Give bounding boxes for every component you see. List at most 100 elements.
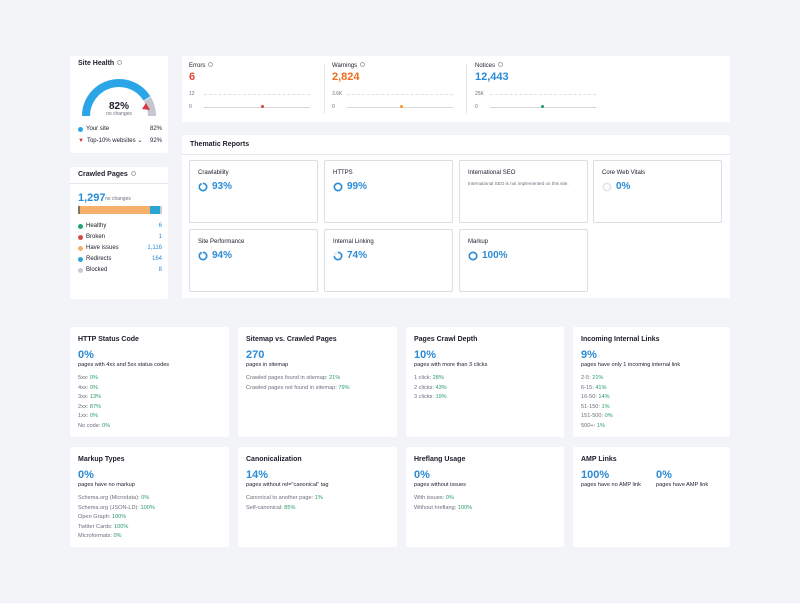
- detail-value[interactable]: 100%: [111, 514, 127, 521]
- detail-value[interactable]: 0%: [113, 533, 122, 540]
- detail-value[interactable]: 100%: [457, 504, 473, 511]
- card-subtitle: pages with more than 3 clicks: [414, 362, 488, 368]
- trend-point[interactable]: [541, 105, 544, 108]
- healthy-dot: [78, 223, 83, 229]
- amp-yes-value[interactable]: 0%: [656, 469, 672, 481]
- detail-value[interactable]: 14%: [598, 394, 610, 401]
- bar-broken[interactable]: [79, 206, 80, 214]
- ring-progress: [333, 181, 343, 192]
- tile-value[interactable]: 100%: [468, 250, 508, 261]
- incoming-links-card[interactable]: Incoming Internal Links 9% pages have on…: [573, 327, 730, 437]
- bar-have-issues[interactable]: [80, 206, 150, 214]
- card-value[interactable]: 10%: [414, 349, 437, 361]
- row-value[interactable]: 1,116: [147, 245, 162, 251]
- detail-value[interactable]: 41%: [595, 384, 607, 391]
- tile-site-performance[interactable]: Site Performance 94%: [189, 229, 318, 292]
- card-value[interactable]: 0%: [78, 349, 94, 361]
- trend-point[interactable]: [261, 105, 264, 108]
- card-value[interactable]: 14%: [246, 469, 269, 481]
- detail-value[interactable]: 13%: [89, 394, 102, 401]
- detail-value[interactable]: 100%: [140, 504, 155, 511]
- detail-value[interactable]: 85%: [284, 504, 296, 511]
- card-value[interactable]: 9%: [581, 349, 597, 361]
- detail-value[interactable]: 1%: [596, 422, 605, 429]
- legend-value: 92%: [149, 137, 162, 144]
- info-icon[interactable]: [117, 59, 123, 65]
- detail-value[interactable]: 0%: [445, 495, 454, 501]
- detail-label: Crawled pages not found in sitemap:: [246, 384, 339, 391]
- detail-value[interactable]: 21%: [329, 375, 341, 381]
- detail-value[interactable]: 100%: [114, 523, 129, 530]
- gauge-marker-icon: [142, 103, 150, 110]
- detail-value[interactable]: 87%: [89, 403, 102, 410]
- tile-https[interactable]: HTTPS 99%: [324, 160, 453, 223]
- tile-internal-linking[interactable]: Internal Linking 74%: [324, 229, 453, 292]
- crawled-count[interactable]: 1,297: [78, 192, 106, 204]
- detail-value[interactable]: 1%: [314, 495, 323, 501]
- detail-label: Twitter Cards:: [78, 523, 115, 530]
- notices-metric[interactable]: Notices 12,443 25K 0: [475, 62, 597, 110]
- card-value[interactable]: 270: [246, 349, 265, 361]
- warnings-metric[interactable]: Warnings 2,824 3.6K 0: [332, 62, 454, 110]
- amp-links-card[interactable]: AMP Links 100% pages have no AMP link 0%…: [573, 447, 730, 547]
- chevron-down-icon[interactable]: ⌄: [137, 138, 143, 144]
- sitemap-card[interactable]: Sitemap vs. Crawled Pages 270 pages in s…: [238, 327, 397, 437]
- row-value[interactable]: 8: [158, 267, 162, 273]
- detail-value[interactable]: 0%: [101, 422, 111, 429]
- detail-value[interactable]: 1%: [601, 403, 610, 410]
- card-value[interactable]: 0%: [414, 469, 430, 481]
- hreflang-card[interactable]: Hreflang Usage 0% pages without issues W…: [406, 447, 564, 547]
- detail-value[interactable]: 43%: [435, 384, 447, 391]
- detail-label: Without hreflang:: [414, 504, 458, 511]
- card-subtitle: pages with 4xx and 5xx status codes: [78, 362, 170, 368]
- tile-value[interactable]: 94%: [198, 250, 232, 261]
- detail-row: Schema.org (Microdata): 0%: [78, 494, 155, 504]
- tile-markup[interactable]: Markup 100%: [459, 229, 588, 292]
- info-icon[interactable]: [208, 62, 214, 67]
- markup-types-card[interactable]: Markup Types 0% pages have no markup Sch…: [70, 447, 229, 547]
- tile-international-seo[interactable]: International SEO International SEO is n…: [459, 160, 588, 223]
- errors-value[interactable]: 6: [189, 71, 196, 84]
- canonicalization-card[interactable]: Canonicalization 14% pages without rel="…: [238, 447, 397, 547]
- warnings-value[interactable]: 2,824: [332, 71, 360, 84]
- crawl-depth-card[interactable]: Pages Crawl Depth 10% pages with more th…: [406, 327, 564, 437]
- bar-redirects[interactable]: [150, 206, 160, 214]
- detail-value[interactable]: 19%: [435, 394, 447, 401]
- tile-value[interactable]: 99%: [333, 181, 367, 192]
- info-icon[interactable]: [360, 62, 366, 67]
- detail-value[interactable]: 21%: [592, 375, 604, 381]
- detail-value[interactable]: 28%: [432, 375, 444, 381]
- tile-value[interactable]: 0%: [602, 181, 630, 192]
- detail-value[interactable]: 0%: [89, 384, 98, 391]
- tile-core-web-vitals[interactable]: Core Web Vitals 0%: [593, 160, 722, 223]
- detail-value[interactable]: 0%: [89, 413, 98, 420]
- bar-blocked[interactable]: [160, 206, 162, 214]
- legend-top-websites[interactable]: ▼ Top-10% websites ⌄ 92%: [78, 137, 162, 145]
- detail-value[interactable]: 79%: [338, 384, 350, 391]
- tile-crawlability[interactable]: Crawlability 93%: [189, 160, 318, 223]
- detail-label: 5xx:: [78, 375, 90, 381]
- detail-value[interactable]: 0%: [604, 413, 613, 420]
- card-details: 2-5: 21% 6-15: 41% 16-50: 14% 51-150: 1% 151…: [581, 374, 613, 432]
- divider: [466, 64, 467, 114]
- amp-no-value[interactable]: 100%: [581, 469, 610, 481]
- errors-metric[interactable]: Errors 6 12 0: [189, 62, 311, 110]
- http-status-card[interactable]: HTTP Status Code 0% pages with 4xx and 5…: [70, 327, 229, 437]
- detail-value[interactable]: 0%: [89, 375, 98, 381]
- row-value[interactable]: 6: [158, 223, 162, 229]
- bar-healthy[interactable]: [78, 206, 79, 214]
- tile-value[interactable]: 93%: [198, 181, 232, 192]
- detail-row: 6-15: 41%: [581, 384, 613, 394]
- row-value[interactable]: 164: [151, 256, 162, 262]
- detail-label: Open Graph:: [78, 514, 112, 521]
- card-value[interactable]: 0%: [78, 469, 94, 481]
- info-icon[interactable]: [498, 62, 504, 67]
- info-icon[interactable]: [130, 170, 136, 176]
- detail-value[interactable]: 0%: [141, 495, 150, 501]
- detail-row: Crawled pages not found in sitemap: 79%: [246, 384, 350, 394]
- notices-value[interactable]: 12,443: [475, 71, 509, 84]
- row-value[interactable]: 1: [158, 234, 162, 240]
- tile-value[interactable]: 74%: [333, 250, 367, 261]
- trend-point[interactable]: [400, 105, 403, 108]
- detail-label: 151-500:: [581, 413, 605, 420]
